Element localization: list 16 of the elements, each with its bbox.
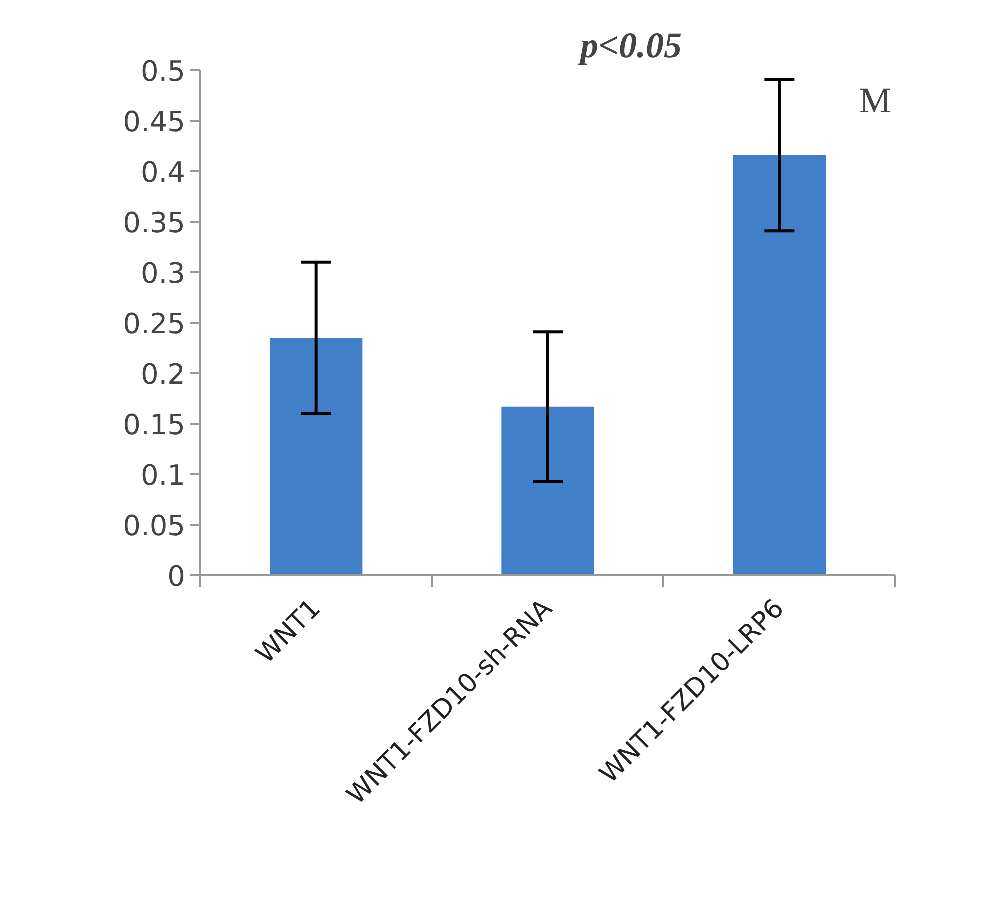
y-tick-label: 0.45 bbox=[123, 106, 186, 138]
y-tick-label: 0.05 bbox=[123, 510, 186, 542]
annotation: M bbox=[859, 80, 892, 120]
y-tick-label: 0.3 bbox=[140, 257, 186, 290]
y-tick-label: 0.25 bbox=[123, 308, 186, 340]
text: p<0.05 bbox=[578, 26, 682, 66]
y-tick-label: 0 bbox=[168, 560, 186, 593]
bar bbox=[502, 406, 594, 576]
y-tick-label: 0.35 bbox=[123, 206, 186, 240]
bar bbox=[270, 338, 363, 576]
y-tick-label: 0.5 bbox=[140, 55, 186, 88]
y-tick-label: 0.4 bbox=[140, 156, 186, 189]
y-tick-label: 0.15 bbox=[123, 408, 186, 442]
bar bbox=[733, 155, 826, 576]
y-tick-label: 0.1 bbox=[140, 459, 186, 492]
y-tick-label: 0.2 bbox=[140, 358, 186, 391]
